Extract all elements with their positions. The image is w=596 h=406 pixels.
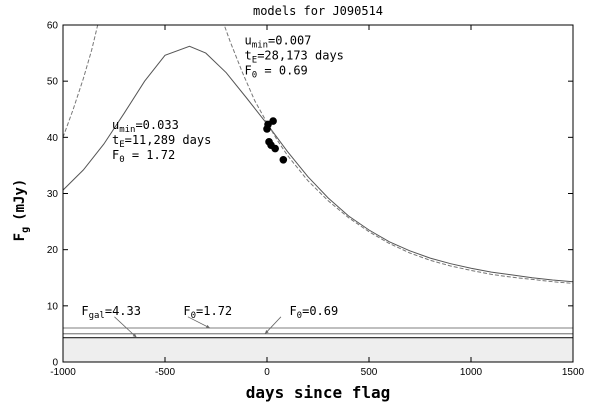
model-annotation-2-line-3: F0 = 1.72 <box>112 148 175 165</box>
y-axis-label-sub: g <box>20 227 31 233</box>
series-line-1 <box>63 45 573 283</box>
y-tick-label-3: 30 <box>47 189 59 200</box>
level-label-2: F0=1.72 <box>183 304 232 321</box>
y-axis-label-unit: (mJy) <box>12 179 28 221</box>
chart-title: models for J090514 <box>253 4 383 18</box>
x-tick-label-0: -1000 <box>50 367 76 378</box>
model-annotation-2-line-2: tE=11,289 days <box>112 133 211 150</box>
plot-area: -1000 -500 0 500 1000 1500 0 10 20 30 40 50 60 umin=0… <box>47 21 585 379</box>
y-tick-label-4: 40 <box>47 133 59 144</box>
x-tick-label-2: 0 <box>264 367 270 378</box>
y-tick-label-5: 50 <box>47 77 59 88</box>
x-tick-label-3: 500 <box>361 367 378 378</box>
y-tick-label-2: 20 <box>47 245 59 256</box>
model-annotation-1-line-3: F0 = 0.69 <box>245 64 308 81</box>
y-tick-label-1: 10 <box>47 301 59 312</box>
y-axis-label-main: F <box>12 233 28 241</box>
observation-point-5 <box>269 117 277 125</box>
level-label-3: F0=0.69 <box>289 304 338 321</box>
level-arrowhead-1 <box>132 333 137 338</box>
model-annotation-1-line-2: tE=28,173 days <box>245 49 344 66</box>
x-tick-label-1: -500 <box>155 367 175 378</box>
level-arrowhead-3 <box>264 329 269 334</box>
y-tick-label-0: 0 <box>52 358 58 369</box>
model-annotation-1-line-1: umin=0.007 <box>245 34 312 51</box>
x-tick-label-5: 1500 <box>562 367 585 378</box>
model-annotation-2-line-1: umin=0.033 <box>112 118 179 135</box>
galaxy-flux-band <box>63 337 573 362</box>
level-arrow-2 <box>187 316 211 329</box>
level-arrow-1 <box>114 316 137 338</box>
observation-point-6 <box>271 144 279 153</box>
y-tick-label-6: 60 <box>47 21 59 32</box>
level-label-1: Fgal=4.33 <box>81 304 141 321</box>
y-axis-label: Fg (mJy) <box>12 179 31 242</box>
x-tick-label-4: 1000 <box>460 367 483 378</box>
level-arrowhead-2 <box>205 324 210 329</box>
level-arrow-3 <box>264 316 282 335</box>
x-axis-label: days since flag <box>246 383 391 402</box>
observation-point-7 <box>279 156 288 164</box>
